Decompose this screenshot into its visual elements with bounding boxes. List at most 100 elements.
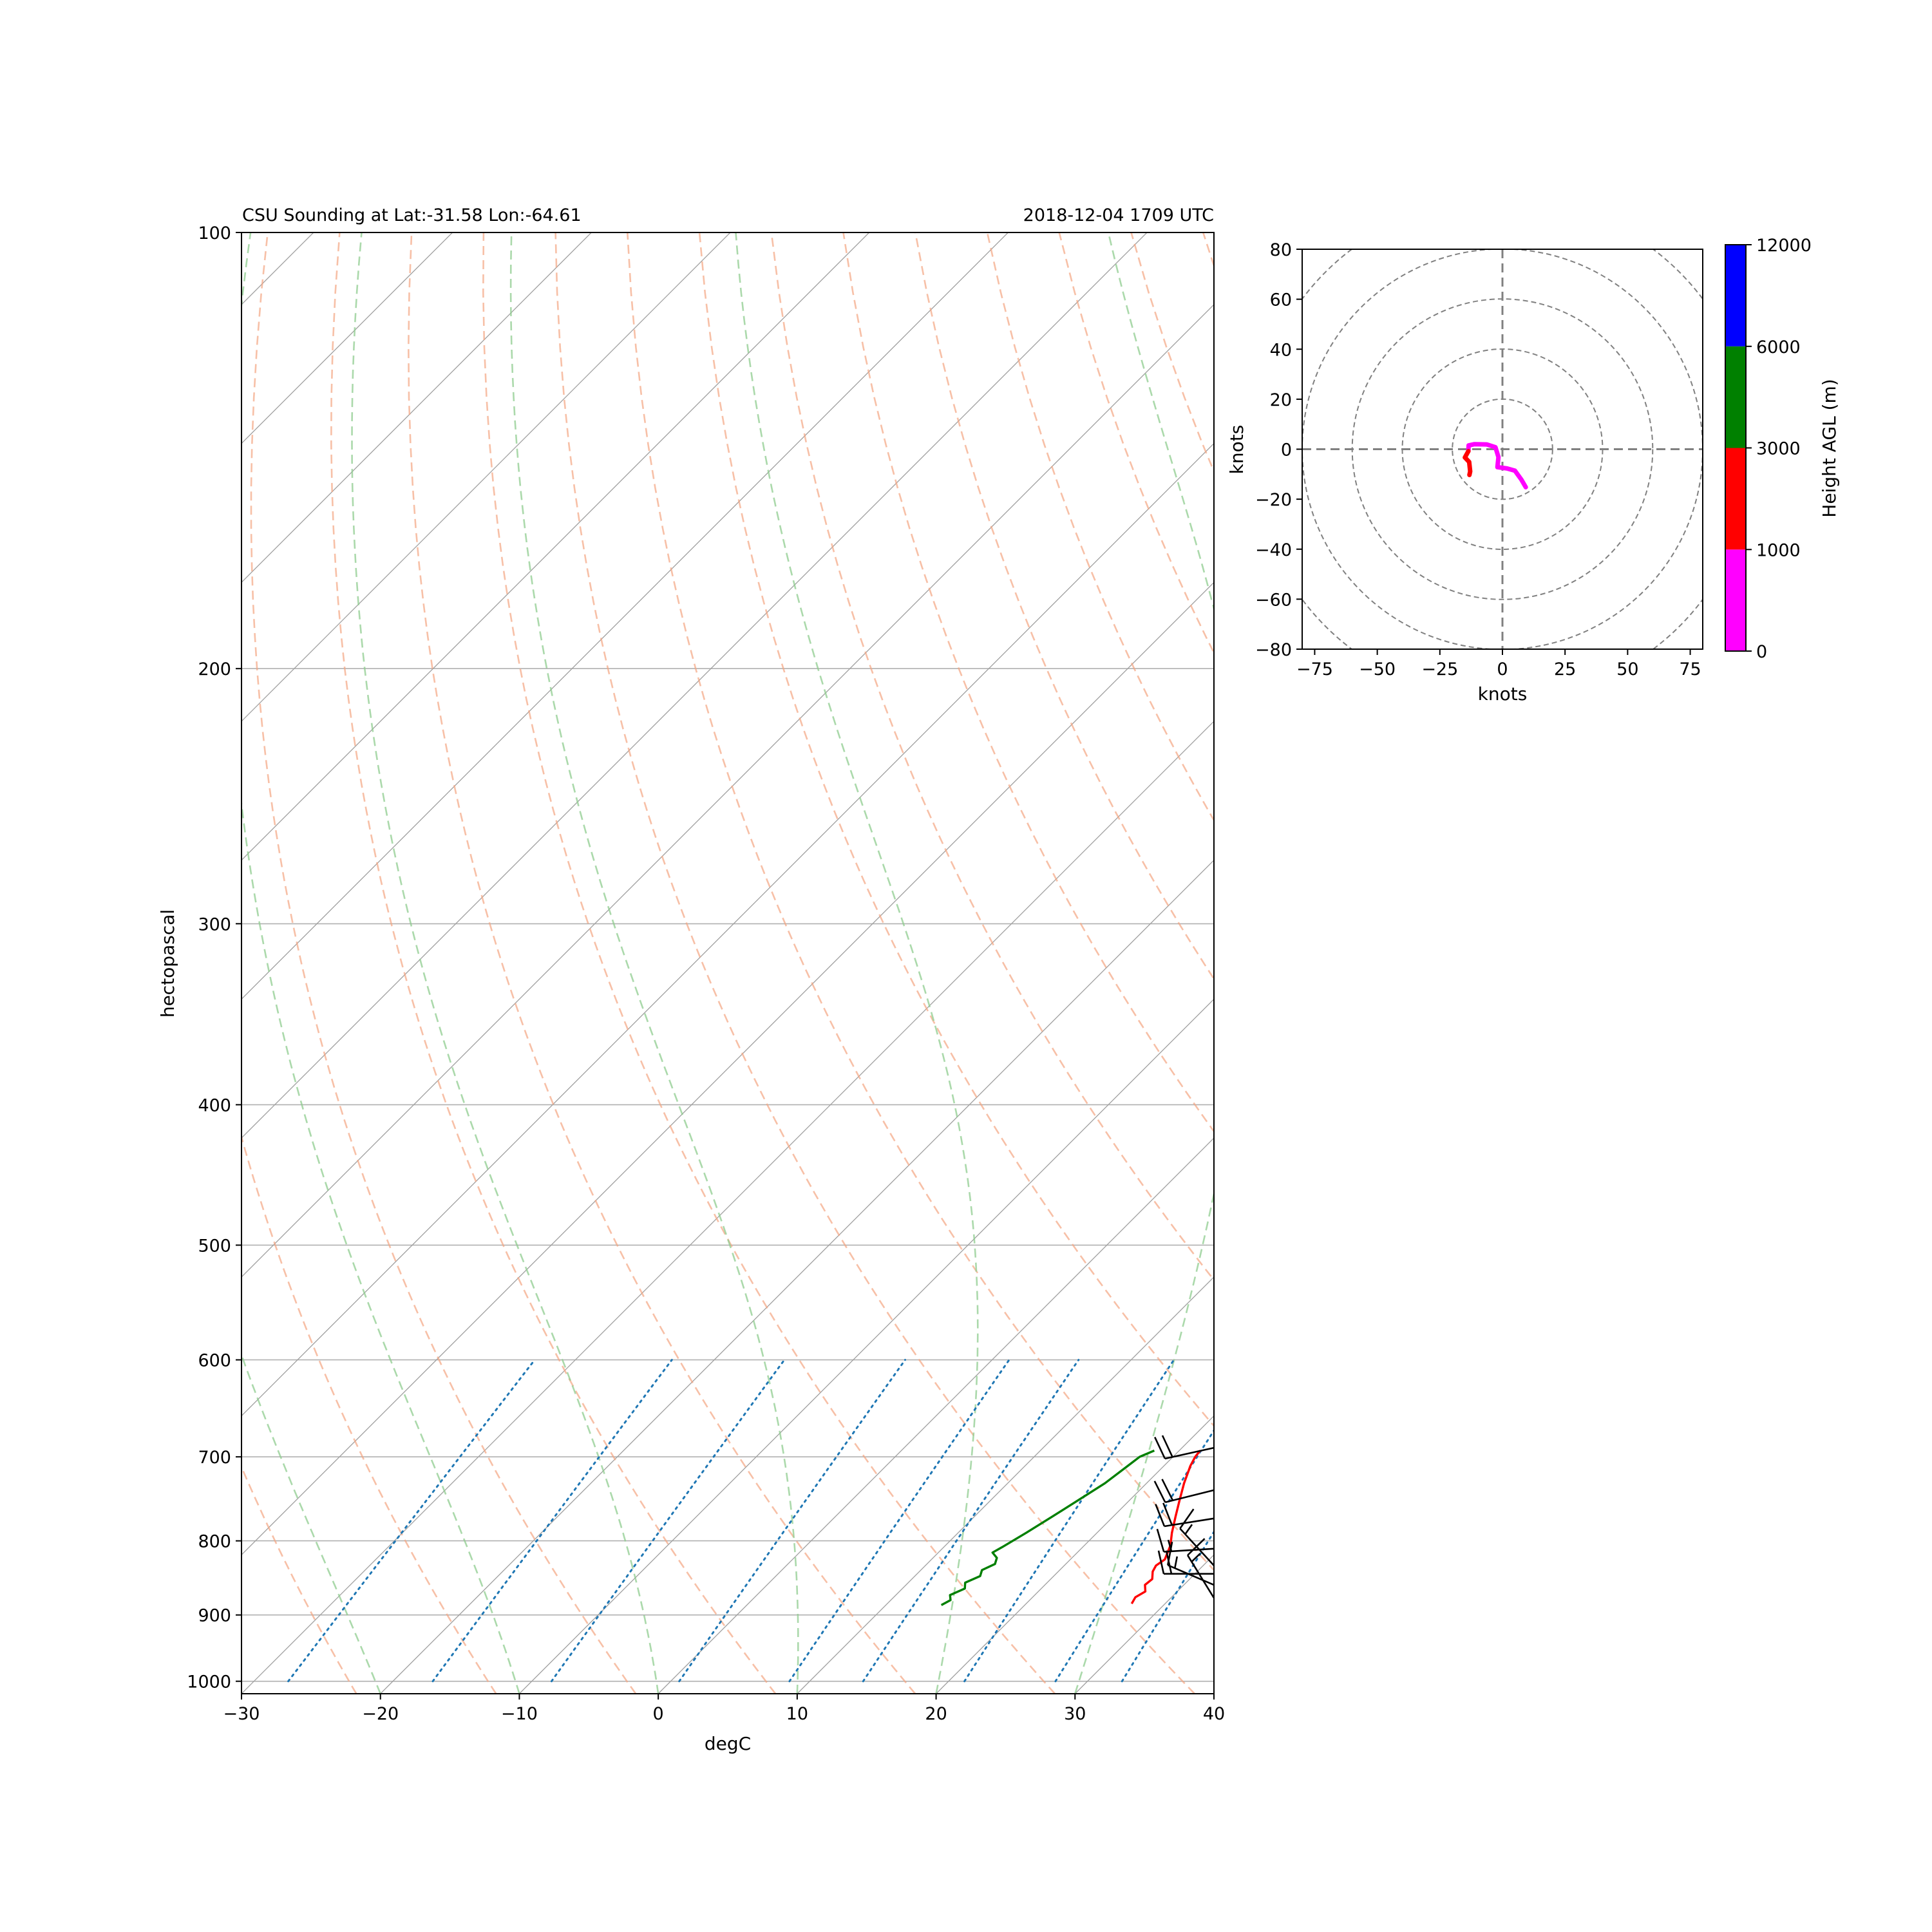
wind-barb-feather [1161, 1435, 1173, 1457]
hodograph-y-tick-label: 40 [1270, 340, 1292, 360]
skewt-x-axis-label: degC [705, 1733, 751, 1754]
isotherm-line [242, 232, 870, 861]
isotherm-line [242, 582, 1214, 1556]
y-tick-label: 900 [198, 1606, 231, 1626]
x-tick-label: −30 [223, 1704, 260, 1724]
dry-adiabat-line [1491, 232, 1932, 1694]
dry-adiabat-line [1851, 232, 1932, 1694]
wind-barb-feather [1179, 1508, 1195, 1530]
mixing-ratio-line [431, 1359, 673, 1683]
isotherm-line [242, 303, 1214, 1278]
y-tick-label: 1000 [187, 1672, 231, 1692]
hodograph-panel: −75 −50 −25 0 25 50 75 −80 −60 −40 −20 0 20 40 60 80 kn… [1226, 240, 1703, 705]
dry-adiabat-line [1779, 232, 1932, 1694]
dry-adiabat-line [1130, 232, 1214, 474]
wind-barb-staff [1164, 1517, 1215, 1528]
x-tick-label: 0 [653, 1704, 664, 1724]
y-tick-label: 300 [198, 914, 231, 934]
wind-barb-feather [1167, 1541, 1173, 1566]
wind-barb [1157, 1550, 1215, 1575]
moist-adiabat-line [242, 232, 520, 1694]
wind-barb-feather [1155, 1504, 1166, 1527]
dry-adiabat-line [627, 232, 1214, 1572]
wind-barb-staff [1186, 1555, 1215, 1598]
wind-barb-feather [1161, 1479, 1174, 1501]
hodograph-trace-1-3km [1463, 449, 1473, 477]
wind-barb-feather [1187, 1538, 1206, 1556]
hodograph-x-tick-label: −75 [1296, 659, 1333, 679]
wind-barb-half-feather [1174, 1556, 1179, 1569]
colorbar-segment [1725, 448, 1746, 550]
mixing-ratio-line [287, 1359, 536, 1683]
colorbar-tick-label: 3000 [1756, 439, 1801, 459]
wind-barb-staff [1164, 1489, 1215, 1503]
dry-adiabat-line [242, 1465, 357, 1694]
wind-barb-feather [1154, 1437, 1166, 1459]
y-tick-label: 500 [198, 1236, 231, 1256]
mixing-ratio-line [678, 1359, 906, 1683]
wind-barb-staff [1167, 1564, 1215, 1586]
skewt-y-axis-label: hectopascal [157, 909, 178, 1018]
mixing-ratio-line [1121, 1530, 1214, 1683]
hodograph-x-axis-label: knots [1478, 683, 1528, 705]
skewt-frame [241, 232, 1215, 1694]
skewt-title-right: 2018-12-04 1709 UTC [1023, 205, 1214, 225]
dewpoint-profile [940, 1449, 1155, 1606]
hodograph-y-tick-label: −80 [1255, 640, 1292, 660]
skewt-ticks: −30 −20 −10 0 10 20 30 40 1000 900 800 700 600 500 400… [187, 223, 1225, 1724]
hodograph-x-tick-label: −25 [1421, 659, 1458, 679]
x-tick-label: 20 [925, 1704, 947, 1724]
isotherm-line [936, 1415, 1214, 1694]
colorbar-tick-label: 12000 [1756, 236, 1812, 256]
wind-barb-staff [1164, 1446, 1215, 1460]
x-tick-label: −20 [362, 1704, 399, 1724]
colorbar-segment [1725, 245, 1746, 346]
hodograph-rings [1302, 249, 1703, 649]
dry-adiabat-line [1563, 232, 1932, 1694]
isotherm-line [242, 232, 731, 722]
moist-adiabat-line [351, 232, 659, 1694]
isotherm-line [242, 442, 1214, 1417]
wind-barb-feather [1162, 1502, 1173, 1526]
dry-adiabat-line [330, 232, 777, 1694]
hodograph-trace-0-1km [1466, 442, 1528, 489]
hodograph-ticks: −75 −50 −25 0 25 50 75 −80 −60 −40 −20 0 20 40 60 80 [1255, 240, 1701, 679]
colorbar-tick-label: 6000 [1756, 337, 1801, 357]
isotherm-line [380, 859, 1214, 1694]
hodograph-y-axis-label: knots [1226, 425, 1247, 475]
y-tick-label: 200 [198, 659, 231, 679]
isotherm-line [797, 1276, 1214, 1694]
wind-barb [1153, 1479, 1215, 1503]
dry-adiabat-line [914, 232, 1214, 981]
isotherm-line [658, 1137, 1214, 1694]
isotherm-line [242, 232, 1009, 1000]
y-tick-label: 800 [198, 1532, 231, 1552]
wind-barbs [1153, 1435, 1215, 1598]
dry-adiabat-line [1347, 232, 1932, 1694]
isotherm-line [242, 232, 592, 583]
wind-barb [1186, 1538, 1215, 1598]
height-colorbar: 0 1000 3000 6000 12000 Height AGL (m) [1725, 236, 1840, 662]
hodograph-x-tick-label: 50 [1616, 659, 1638, 679]
colorbar-label: Height AGL (m) [1819, 379, 1840, 517]
temperature-profile [1130, 1450, 1201, 1605]
dry-adiabat-line [1923, 232, 1932, 1694]
colorbar-ticks: 0 1000 3000 6000 12000 [1746, 236, 1812, 662]
hodograph-x-tick-label: 0 [1497, 659, 1508, 679]
moist-adiabat-line [509, 232, 799, 1694]
x-tick-label: 30 [1064, 1704, 1086, 1724]
hodograph-y-tick-label: 0 [1281, 440, 1292, 460]
mixing-ratio-line [550, 1359, 786, 1683]
wind-barb-feather [1156, 1528, 1165, 1552]
hodograph-y-tick-label: 80 [1270, 240, 1292, 260]
y-tick-label: 600 [198, 1351, 231, 1371]
wind-barb-staff [1164, 1548, 1215, 1553]
wind-barb-feather [1153, 1481, 1166, 1503]
hodograph-x-tick-label: 75 [1679, 659, 1701, 679]
skewt-background-lines [242, 232, 1932, 1694]
hodograph-y-tick-label: 60 [1270, 290, 1292, 310]
hodograph-y-tick-label: −20 [1255, 490, 1292, 510]
wind-barb-half-feather [1184, 1524, 1193, 1535]
hodograph-y-tick-label: −40 [1255, 540, 1292, 560]
